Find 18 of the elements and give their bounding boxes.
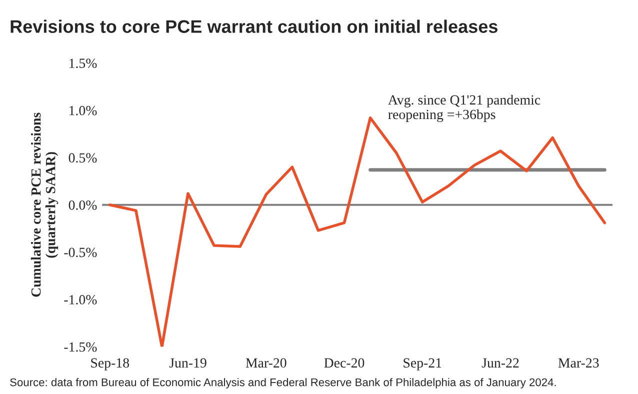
x-tick-label: Sep-21	[404, 358, 442, 370]
x-tick-label: Dec-20	[324, 358, 364, 368]
y-tick-label: -1.0%	[64, 295, 97, 304]
x-tick-label: Jun-22	[482, 358, 519, 368]
y-tick-label: 0.5%	[68, 153, 97, 163]
source-note: Source: data from Bureau of Economic Analysis and Federal Reserve Bank of Philadelphia as of January 2024.	[10, 378, 556, 388]
y-tick-label: -0.5%	[64, 248, 97, 258]
y-tick-label: 1.0%	[70, 106, 97, 116]
y-axis-title: Cumulative core PCE revisions (quarterly SAAR)	[30, 112, 58, 297]
x-tick-label: Mar-23	[558, 358, 599, 368]
y-tick-label: -1.5%	[64, 342, 97, 352]
annotation: Avg. since Q1'21 pandemic reopening =+36bps	[388, 94, 540, 122]
y-tick-label: 1.5%	[70, 58, 97, 68]
x-tick-label: Mar-20	[246, 358, 286, 368]
x-tick-label: Jun-19	[169, 358, 206, 368]
chart-title: Revisions to core PCE warrant caution on initial releases	[10, 20, 498, 33]
y-tick-label: 0.0%	[68, 200, 97, 210]
x-tick-label: Sep-18	[91, 358, 130, 370]
